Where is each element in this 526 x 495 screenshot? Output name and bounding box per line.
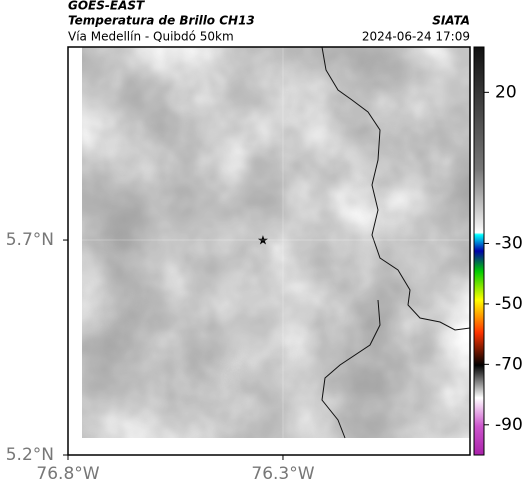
colorbar-tick-label: -70 xyxy=(495,354,523,374)
colorbar xyxy=(473,46,485,456)
border xyxy=(321,46,471,439)
x-tick-label: 76.3°W xyxy=(251,464,314,484)
map-frame xyxy=(67,46,471,456)
colorbar-tick-label: 20 xyxy=(495,82,517,102)
product: Temperatura de Brillo CH13 xyxy=(68,14,255,28)
colorbar-tick-label: -50 xyxy=(495,294,523,314)
y-tick-label: 5.7°N xyxy=(6,230,54,250)
source: SIATA xyxy=(432,14,470,28)
location-star: ★ xyxy=(257,234,269,249)
y-tick-label: 5.2°N xyxy=(6,445,54,465)
x-tick-label: 76.8°W xyxy=(36,464,99,484)
datetime: 2024-06-24 17:09 xyxy=(362,30,470,44)
satellite-image xyxy=(82,47,470,438)
satellite: GOES-EAST xyxy=(68,0,145,13)
route: Vía Medellín - Quibdó 50km xyxy=(68,30,234,44)
colorbar-tick-label: -30 xyxy=(495,233,523,253)
colorbar-tick-label: -90 xyxy=(495,415,523,435)
